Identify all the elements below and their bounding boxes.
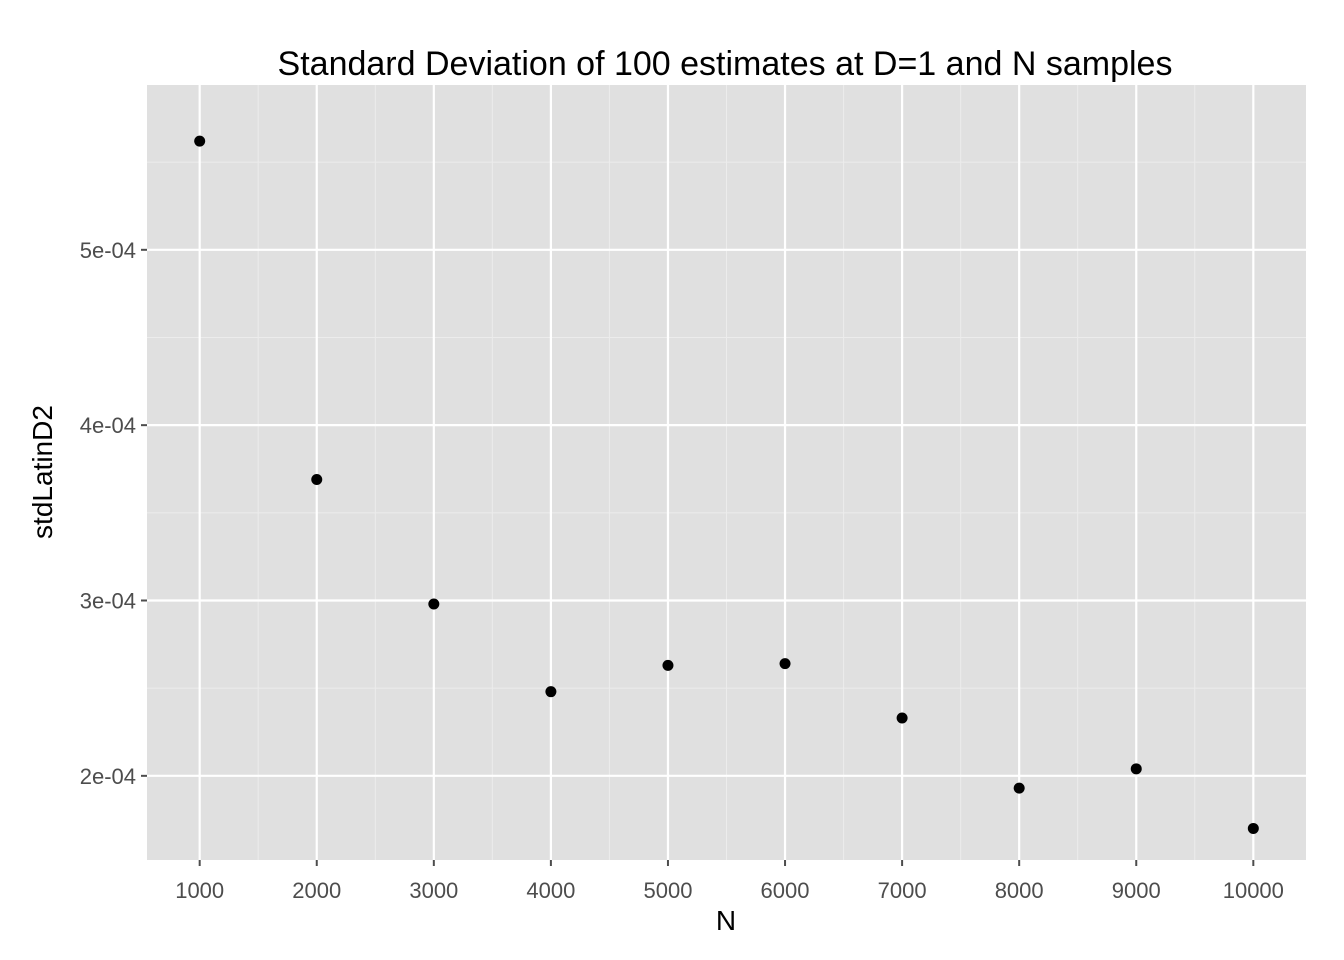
- x-tick-label: 1000: [175, 878, 224, 903]
- data-point: [545, 686, 557, 698]
- y-tick-label: 3e-04: [80, 588, 136, 613]
- x-tick-label: 4000: [526, 878, 575, 903]
- data-point: [428, 598, 440, 610]
- chart-title: Standard Deviation of 100 estimates at D…: [278, 45, 1173, 83]
- x-tick-label: 5000: [643, 878, 692, 903]
- y-tick-label: 2e-04: [80, 764, 136, 789]
- x-tick-label: 9000: [1112, 878, 1161, 903]
- y-tick-label: 4e-04: [80, 413, 136, 438]
- data-point: [662, 659, 674, 671]
- data-points: [194, 135, 1259, 834]
- grid-lines: [147, 85, 1306, 860]
- data-point: [1130, 763, 1142, 775]
- x-tick-label: 8000: [995, 878, 1044, 903]
- data-point: [779, 658, 791, 670]
- x-tick-label: 2000: [292, 878, 341, 903]
- x-tick-label: 10000: [1223, 878, 1284, 903]
- x-axis-title: N: [716, 905, 736, 936]
- data-point: [194, 135, 206, 147]
- y-tick-label: 5e-04: [80, 238, 136, 263]
- y-axis-title: stdLatinD2: [27, 405, 58, 539]
- data-point: [1013, 782, 1025, 794]
- data-point: [896, 712, 908, 724]
- x-tick-label: 3000: [409, 878, 458, 903]
- data-point: [311, 474, 323, 486]
- axis-ticks: 1000 2000 3000 4000 5000 6000 7000 8000 9000 1000…: [80, 238, 1284, 903]
- data-point: [1247, 822, 1259, 834]
- x-tick-label: 7000: [878, 878, 927, 903]
- x-tick-label: 6000: [761, 878, 810, 903]
